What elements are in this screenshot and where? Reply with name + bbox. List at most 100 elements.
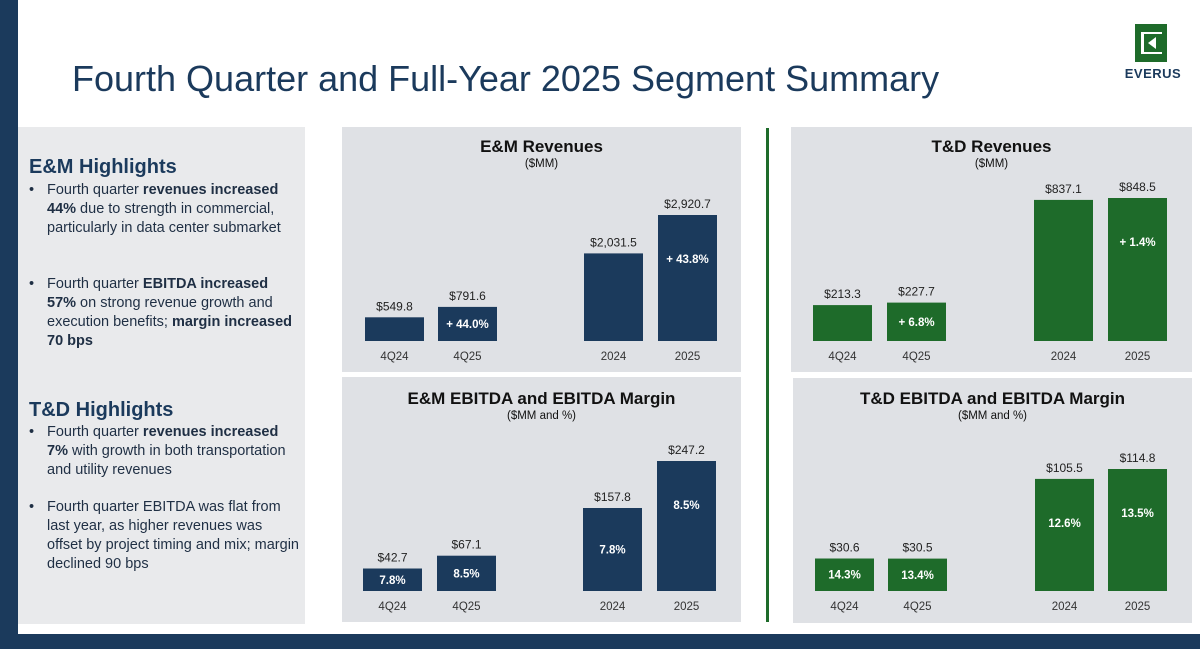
- bar-inner-label: 13.4%: [901, 570, 934, 582]
- bar: [887, 302, 946, 341]
- bar: [583, 508, 642, 591]
- bar: [437, 555, 496, 591]
- td-bullet: • Fourth quarter revenues increased 7% wi…: [29, 423, 299, 480]
- em-highlights-heading: E&M Highlights: [29, 156, 177, 178]
- bullet-bold-run: margin increased 70 bps: [47, 314, 293, 349]
- bar-inner-label: + 6.8%: [898, 317, 934, 329]
- category-label: 2025: [674, 601, 700, 613]
- bar-inner-label: + 1.4%: [1119, 237, 1155, 249]
- chart-title: E&M EBITDA and EBITDA Margin: [407, 389, 676, 408]
- td-highlights-heading: T&D Highlights: [29, 399, 174, 421]
- segment-divider: [766, 128, 769, 622]
- bar-value-label: $30.5: [902, 541, 932, 555]
- bullet-bold-run: revenues increased 7%: [47, 424, 279, 459]
- bar: [584, 253, 643, 341]
- bar: [657, 461, 716, 591]
- bar: [363, 568, 422, 591]
- bullet-run: with growth in both transportation and u…: [47, 443, 286, 478]
- everus-logo-icon: [1135, 24, 1167, 62]
- bar-inner-label: + 44.0%: [446, 319, 489, 331]
- bar-value-label: $114.8: [1120, 451, 1156, 465]
- bar-value-label: $30.6: [829, 541, 859, 555]
- bullet-run: Fourth quarter EBITDA was flat from last…: [47, 499, 299, 572]
- bar-value-label: $549.8: [376, 299, 413, 313]
- td-ebitda-panel: $30.6 14.3% 4Q24 $30.5 13.4% 4Q25 $105.5 12.6% 2…: [793, 378, 1192, 623]
- category-label: 2025: [675, 351, 701, 363]
- bar-value-label: $213.3: [824, 287, 861, 301]
- logo-text: EVERUS: [1124, 66, 1182, 81]
- bar: [815, 558, 874, 591]
- em-bullet: • Fourth quarter EBITDA increased 57% on …: [29, 275, 299, 351]
- bottom-accent-bar: [0, 634, 1200, 649]
- left-accent-rail: [0, 0, 18, 649]
- bar-inner-label: 14.3%: [828, 570, 861, 582]
- highlights-sidebar: E&M Highlights • Fourth quarter revenues …: [18, 127, 305, 624]
- bar-chart: $213.3 4Q24 $227.7 + 6.8% 4Q25 $837.1 2024 $848…: [813, 180, 1167, 363]
- bar-inner-label: 13.5%: [1121, 508, 1154, 520]
- bar-value-label: $67.1: [451, 538, 481, 552]
- bullet-text: Fourth quarter revenues increased 7% wit…: [29, 423, 299, 480]
- bar-inner-label: 7.8%: [379, 575, 405, 587]
- category-label: 4Q25: [902, 351, 930, 363]
- category-label: 2024: [600, 601, 626, 613]
- category-label: 4Q24: [830, 601, 859, 613]
- bar: [888, 558, 947, 591]
- bar: [1108, 469, 1167, 591]
- bullet-bold-run: revenues increased 44%: [47, 182, 279, 217]
- category-label: 2024: [601, 351, 627, 363]
- em-revenues-panel: $549.8 4Q24 $791.6 + 44.0% 4Q25 $2,031.5 2024 $…: [342, 127, 741, 372]
- bar-chart: $42.7 7.8% 4Q24 $67.1 8.5% 4Q25 $157.8 7.8% 2024…: [363, 443, 716, 613]
- bar: [1035, 478, 1094, 591]
- bar-value-label: $837.1: [1045, 182, 1082, 196]
- bar-value-label: $42.7: [377, 551, 407, 565]
- em-ebitda-panel: $42.7 7.8% 4Q24 $67.1 8.5% 4Q25 $157.8 7.8% 2024…: [342, 377, 741, 622]
- bar-chart: $549.8 4Q24 $791.6 + 44.0% 4Q25 $2,031.5 2024 $…: [365, 197, 717, 363]
- bar: [1034, 199, 1093, 341]
- bullet-text: Fourth quarter EBITDA increased 57% on s…: [29, 275, 299, 351]
- bullet-run: Fourth quarter: [47, 424, 143, 440]
- bullet-dot-icon: •: [29, 276, 35, 292]
- category-label: 4Q24: [378, 601, 407, 613]
- bullet-text: Fourth quarter EBITDA was flat from last…: [29, 498, 299, 574]
- category-label: 4Q24: [380, 351, 409, 363]
- bullet-dot-icon: •: [29, 424, 35, 440]
- bar-inner-label: 8.5%: [673, 500, 699, 512]
- bullet-text: Fourth quarter revenues increased 44% du…: [29, 181, 299, 238]
- bar-value-label: $2,031.5: [590, 235, 637, 249]
- bullet-run: Fourth quarter: [47, 276, 143, 292]
- bullet-run: on strong revenue growth and execution b…: [47, 295, 273, 330]
- bar-inner-label: 7.8%: [599, 545, 625, 557]
- category-label: 2024: [1051, 351, 1077, 363]
- bar-chart: $30.6 14.3% 4Q24 $30.5 13.4% 4Q25 $105.5 12.6% 2…: [815, 451, 1167, 613]
- page-title: Fourth Quarter and Full-Year 2025 Segmen…: [72, 58, 940, 99]
- chart-title: E&M Revenues: [480, 137, 603, 156]
- bar: [1108, 198, 1167, 341]
- category-label: 2024: [1052, 601, 1078, 613]
- category-label: 2025: [1125, 601, 1151, 613]
- category-label: 4Q25: [903, 601, 931, 613]
- td-bullet: • Fourth quarter EBITDA was flat from las…: [29, 498, 299, 574]
- bar: [438, 306, 497, 341]
- bullet-run: due to strength in commercial, particula…: [47, 201, 281, 236]
- category-label: 4Q25: [452, 601, 480, 613]
- bar-inner-label: + 43.8%: [666, 254, 709, 266]
- bar-value-label: $105.5: [1046, 461, 1083, 475]
- bar-value-label: $791.6: [449, 289, 486, 303]
- bar-value-label: $848.5: [1119, 180, 1156, 194]
- category-label: 4Q25: [453, 351, 481, 363]
- chart-title: T&D EBITDA and EBITDA Margin: [859, 389, 1126, 408]
- chart-title: T&D Revenues: [931, 137, 1052, 156]
- chart-subtitle: ($MM): [974, 158, 1009, 170]
- bar: [365, 317, 424, 341]
- everus-logo: EVERUS: [1118, 22, 1188, 82]
- td-revenues-panel: $213.3 4Q24 $227.7 + 6.8% 4Q25 $837.1 2024 $848…: [791, 127, 1192, 372]
- bar-value-label: $247.2: [668, 443, 705, 457]
- category-label: 2025: [1125, 351, 1151, 363]
- chart-subtitle: ($MM and %): [506, 410, 577, 422]
- bullet-dot-icon: •: [29, 182, 35, 198]
- bar-value-label: $157.8: [594, 490, 631, 504]
- chart-subtitle: ($MM): [524, 158, 559, 170]
- category-label: 4Q24: [828, 351, 857, 363]
- bar: [658, 215, 717, 341]
- chart-subtitle: ($MM and %): [957, 410, 1028, 422]
